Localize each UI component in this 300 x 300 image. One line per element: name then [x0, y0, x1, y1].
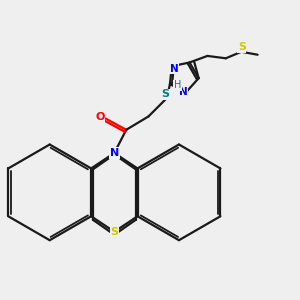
Text: N: N [179, 87, 188, 97]
Text: O: O [95, 112, 105, 122]
Text: N: N [110, 148, 119, 158]
Text: H: H [174, 80, 181, 90]
Text: N: N [170, 64, 178, 74]
Text: S: S [110, 227, 118, 237]
Text: S: S [238, 42, 246, 52]
Text: S: S [161, 89, 169, 99]
